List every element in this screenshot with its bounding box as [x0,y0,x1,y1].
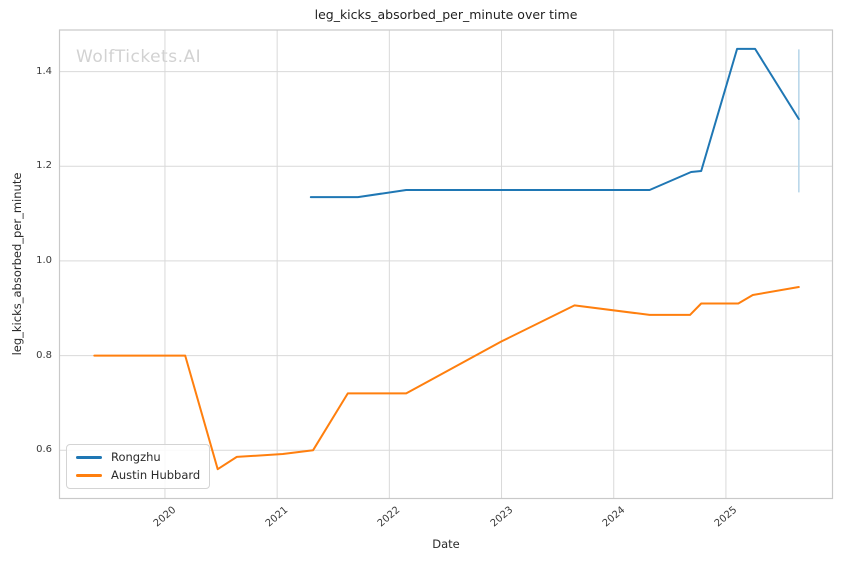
y-tick-label: 1.2 [36,160,52,172]
watermark: WolfTickets.AI [76,47,202,67]
plot-border [58,29,834,500]
y-tick-label: 1.0 [36,254,52,266]
series-line-rongzhu [309,47,800,199]
legend-label: Austin Hubbard [111,468,201,482]
legend-label: Rongzhu [111,450,161,464]
y-tick-label: 1.4 [36,65,52,77]
series-line-austin-hubbard [93,286,800,471]
chart-title: leg_kicks_absorbed_per_minute over time [314,7,578,22]
y-tick-label: 0.8 [36,349,52,361]
y-tick-label: 0.6 [36,444,52,456]
legend-line-swatch [76,474,102,477]
legend: Rongzhu Austin Hubbard [66,444,211,489]
legend-item-rongzhu: Rongzhu [76,451,200,464]
x-axis-label: Date [432,537,460,551]
legend-item-austin-hubbard: Austin Hubbard [76,469,200,482]
legend-line-swatch [76,456,102,459]
